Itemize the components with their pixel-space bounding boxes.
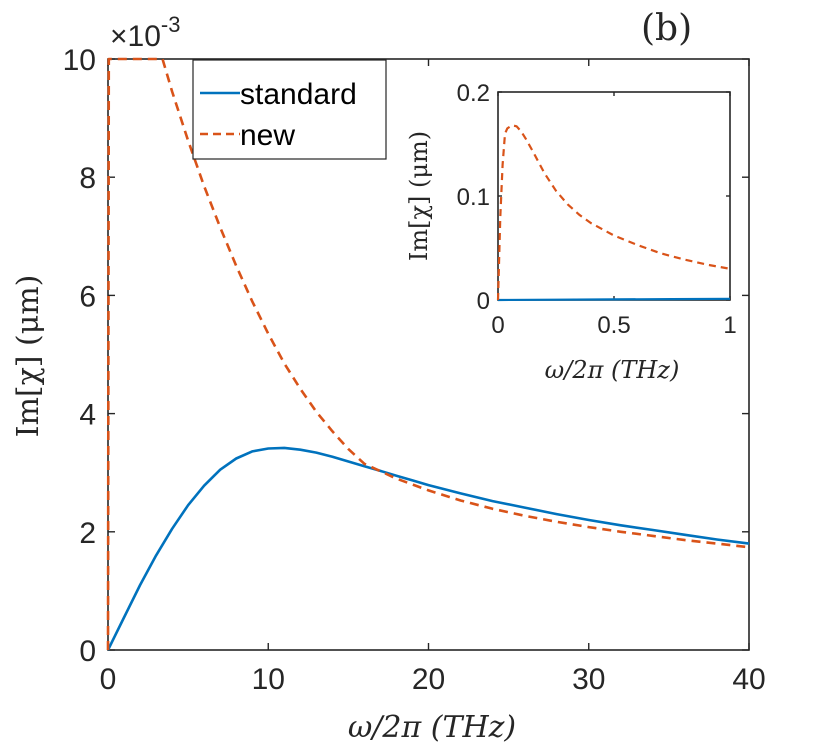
main-series-standard <box>106 446 750 651</box>
panel-label: (b) <box>641 8 692 49</box>
main-y-tick-label: 8 <box>79 162 96 195</box>
inset-x-tick-label: 0 <box>491 312 504 339</box>
inset-y-ticks: 0 0.1 0.2 <box>457 80 730 315</box>
y-multiplier: ×10-3 <box>110 12 180 53</box>
main-x-ticks: 0 10 20 30 40 <box>100 59 766 696</box>
main-x-tick-label: 30 <box>572 663 605 696</box>
main-y-tick-label: 6 <box>79 280 96 313</box>
legend: standard new <box>192 59 387 160</box>
legend-box <box>192 59 387 160</box>
main-x-axis-label: ω/2π (THz) <box>348 710 516 745</box>
legend-standard-label: standard <box>240 78 357 111</box>
inset-x-ticks: 0 0.5 1 <box>491 92 737 339</box>
main-x-tick-label: 20 <box>412 663 445 696</box>
inset-series-standard <box>497 297 731 302</box>
legend-new-label: new <box>240 119 295 152</box>
main-y-tick-label: 4 <box>79 399 96 432</box>
inset-y-tick-label: 0.1 <box>457 184 490 211</box>
inset-series <box>496 124 731 302</box>
inset-axes-box <box>497 91 731 301</box>
inset-series-new <box>496 124 731 301</box>
main-y-axis-label: Im[χ] (μm) <box>11 275 46 438</box>
main-series-new <box>106 57 750 651</box>
inset-x-axis-label: ω/2π (THz) <box>545 356 680 384</box>
inset-x-tick-label: 1 <box>723 312 736 339</box>
inset-plot: 00.10.2 0 0.5 1 ω/2π (THz) Im[χ] (μm) <box>405 80 737 384</box>
inset-y-tick-label: 0 <box>477 288 490 315</box>
main-y-tick-label: 2 <box>79 517 96 550</box>
main-x-tick-label: 0 <box>100 663 117 696</box>
main-x-tick-label: 40 <box>732 663 765 696</box>
main-series <box>106 57 750 651</box>
inset-x-tick-label: 0.5 <box>597 312 630 339</box>
main-y-tick-label: 0 <box>79 635 96 668</box>
main-y-tick-label: 10 <box>63 44 96 77</box>
inset-y-tick-label: 0.2 <box>457 80 490 107</box>
main-x-tick-label: 10 <box>252 663 285 696</box>
inset-y-axis-label: Im[χ] (μm) <box>405 131 433 261</box>
